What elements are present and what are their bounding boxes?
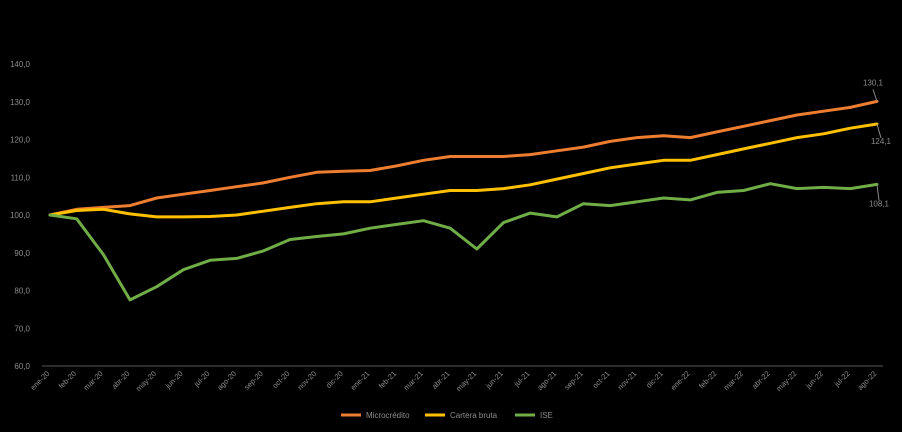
x-tick-label: dic-21 [644,369,665,390]
y-tick-label: 110,0 [11,173,31,182]
data-label: 130,1 [863,78,884,87]
x-tick-label: sep-20 [242,369,265,392]
x-tick-label: ago-20 [215,369,238,392]
y-tick-label: 80,0 [14,287,30,296]
x-tick-label: may-21 [454,369,478,393]
data-label: 108,1 [869,199,890,208]
legend-label-2: ISE [540,411,553,420]
x-tick-label: jun-21 [483,369,505,391]
x-tick-label: abr-20 [110,369,132,391]
x-tick-label: nov-21 [616,369,639,392]
y-tick-label: 70,0 [14,324,30,333]
x-tick-label: dic-20 [324,369,345,390]
x-tick-label: nov-20 [296,369,319,392]
x-tick-label: abr-21 [430,369,452,391]
x-tick-label: feb-21 [377,369,398,390]
y-tick-label: 90,0 [14,249,30,258]
x-tick-label: jul-22 [832,369,852,389]
series-line-0 [48,99,879,217]
x-tick-label: feb-22 [697,369,718,390]
x-tick-label: oct-20 [270,369,291,390]
data-label-leader [872,89,878,102]
x-tick-label: jun-20 [163,369,185,391]
data-label: 124,1 [871,137,892,146]
x-tick-label: mar-20 [82,369,105,392]
data-label-leader [876,184,880,201]
x-tick-label: ene-20 [29,369,52,392]
series-line-1 [48,122,879,219]
x-tick-label: feb-20 [57,369,78,390]
legend-label-1: Cartera bruta [450,411,498,420]
series-line-2 [48,182,879,302]
x-tick-label: may-22 [774,369,798,393]
y-tick-label: 100,0 [10,211,31,220]
y-axis: 60,0 70,0 80,0 90,0 100,0 110,0 120,0 130,0 140,… [10,60,31,371]
legend: Microcrédito Cartera bruta ISE [341,411,553,420]
x-axis: ene-20 feb-20 mar-20 abr-20 may-20 jun-20 jul-… [29,369,879,393]
x-tick-label: mar-22 [722,369,745,392]
series-layer [48,99,879,302]
x-tick-label: ago-21 [535,369,558,392]
x-tick-label: may-20 [134,369,158,393]
x-tick-label: ene-22 [669,369,692,392]
x-tick-label: abr-22 [750,369,772,391]
x-tick-label: mar-21 [402,369,425,392]
x-tick-label: jun-22 [803,369,825,391]
y-tick-label: 130,0 [10,98,31,107]
x-tick-label: jul-21 [512,369,532,389]
x-tick-label: ene-21 [349,369,372,392]
data-label-leader [876,123,882,139]
y-tick-label: 120,0 [10,136,31,145]
x-tick-label: jul-20 [191,369,211,389]
legend-label-0: Microcrédito [366,411,410,420]
x-tick-label: sep-21 [562,369,585,392]
data-labels: 130,1 124,1 108,1 [863,78,892,208]
x-tick-label: oct-21 [591,369,612,390]
x-tick-label: ago-22 [856,369,879,392]
y-tick-label: 60,0 [14,362,30,371]
y-tick-label: 140,0 [10,60,31,69]
